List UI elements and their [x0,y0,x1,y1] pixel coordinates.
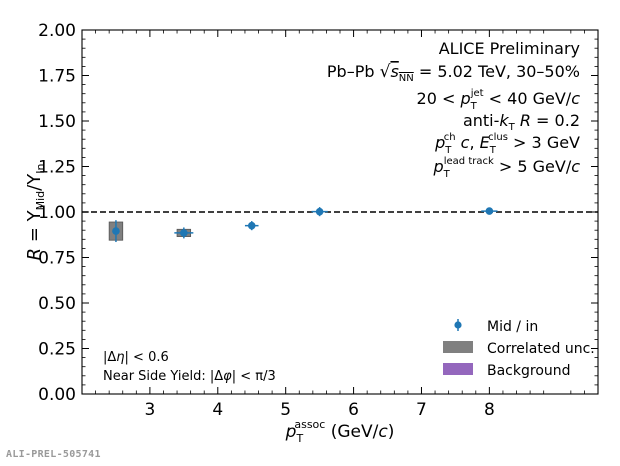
x-tick-label-3: 6 [348,400,359,420]
collision-label: Pb–Pb √sNN = 5.02 TeV, 30–50% [327,62,580,84]
preliminary-id: ALI-PREL-505741 [6,449,101,460]
data-point-2 [247,221,256,230]
y-tick-label-6: 1.50 [38,112,76,132]
data-point-0 [112,227,120,235]
data-point-4 [485,207,494,215]
y-tick-label-7: 1.75 [38,67,76,87]
jet-algorithm-label: anti-kT R = 0.2 [463,111,580,133]
constituent-cut-label: pTch c, ETclus > 3 GeV [434,132,580,156]
y-tick-label-1: 0.25 [38,340,76,360]
legend-swatch-correlated [443,341,473,353]
x-tick-label-0: 3 [144,400,155,420]
y-tick-label-3: 0.75 [38,249,76,269]
y-tick-label-8: 2.00 [38,21,76,41]
y-tick-label-5: 1.25 [38,158,76,178]
legend-label-correlated: Correlated unc. [487,341,595,357]
near-side-note: Near Side Yield: |Δφ| < π/3 [103,369,276,384]
lead-track-cut-label: pTlead track > 5 GeV/c [432,156,580,180]
legend-label-mid-in: Mid / in [487,319,538,335]
data-point-1 [180,229,188,237]
y-tick-label-4: 1.00 [38,203,76,223]
experiment-label: ALICE Preliminary [439,39,580,58]
x-tick-label-5: 8 [484,400,495,420]
x-tick-label-2: 5 [280,400,291,420]
y-tick-label-2: 0.50 [38,294,76,314]
legend-label-background: Background [487,363,571,379]
jet-pt-cut-label: 20 < pTjet < 40 GeV/c [417,88,581,112]
data-point-3 [315,207,324,216]
x-axis-label: pTassoc (GeV/c) [285,418,395,445]
x-tick-label-4: 7 [416,400,427,420]
legend-swatch-background [443,363,473,375]
legend-marker-mid-in [454,321,462,329]
y-axis-label: R = YMid/YIn [24,164,47,261]
delta-eta-note: |Δη| < 0.6 [103,350,169,365]
x-tick-label-1: 4 [212,400,223,420]
legend: Mid / in Correlated unc. Background [443,319,595,379]
y-tick-label-0: 0.00 [38,385,76,405]
